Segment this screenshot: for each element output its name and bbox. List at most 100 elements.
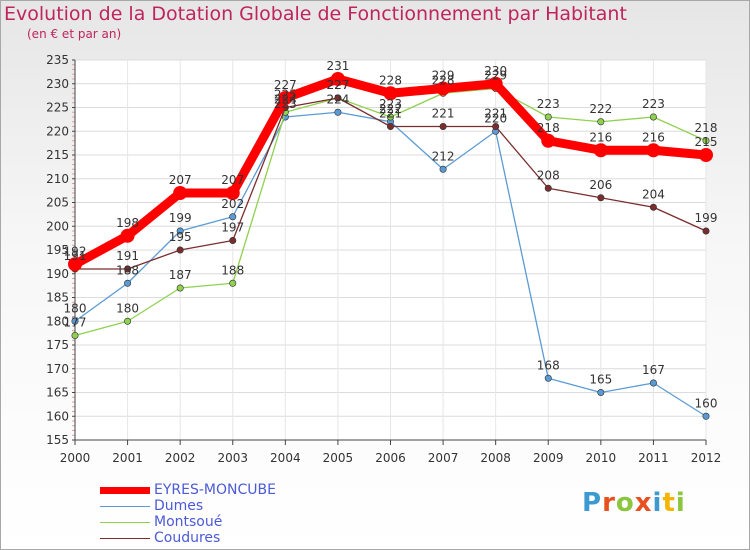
legend-label: Coudures bbox=[154, 530, 221, 546]
data-point bbox=[702, 137, 710, 145]
legend-swatch bbox=[100, 522, 150, 523]
legend-swatch bbox=[100, 487, 150, 494]
data-point bbox=[176, 284, 184, 292]
data-point bbox=[334, 94, 342, 102]
logo-letter: i bbox=[675, 488, 686, 518]
logo-letter: o bbox=[615, 488, 635, 518]
data-label: 225 bbox=[274, 88, 297, 102]
data-label: 177 bbox=[64, 316, 87, 330]
data-label: 199 bbox=[695, 211, 718, 225]
data-label: 168 bbox=[537, 358, 560, 372]
x-tick-label: 2005 bbox=[323, 451, 354, 465]
data-label: 224 bbox=[274, 92, 297, 106]
data-label: 180 bbox=[116, 301, 139, 315]
data-label: 192 bbox=[64, 244, 87, 258]
series-lines bbox=[68, 72, 713, 420]
data-point bbox=[124, 279, 132, 287]
data-point bbox=[229, 213, 237, 221]
data-label: 215 bbox=[695, 135, 718, 149]
data-label: 197 bbox=[221, 221, 244, 235]
logo-letter: t bbox=[662, 488, 676, 518]
y-tick-label: 220 bbox=[46, 124, 69, 138]
data-point bbox=[646, 143, 661, 158]
data-point bbox=[439, 123, 447, 131]
data-point bbox=[488, 76, 503, 91]
data-label: 188 bbox=[221, 263, 244, 277]
data-label: 188 bbox=[116, 263, 139, 277]
y-tick-label: 215 bbox=[46, 148, 69, 162]
data-point bbox=[593, 143, 608, 158]
data-point bbox=[330, 72, 345, 86]
data-label: 229 bbox=[432, 69, 455, 83]
data-label: 227 bbox=[274, 78, 297, 92]
y-tick-label: 160 bbox=[46, 409, 69, 423]
data-label: 208 bbox=[537, 168, 560, 182]
chart-title: Evolution de la Dotation Globale de Fonc… bbox=[4, 3, 627, 25]
data-label: 216 bbox=[589, 130, 612, 144]
data-label: 160 bbox=[695, 396, 718, 410]
data-point bbox=[597, 194, 605, 202]
data-point bbox=[492, 123, 500, 131]
data-label: 207 bbox=[221, 173, 244, 187]
x-tick-label: 2002 bbox=[165, 451, 196, 465]
logo-letter: x bbox=[634, 488, 653, 518]
data-point bbox=[229, 279, 237, 287]
data-label: 195 bbox=[169, 230, 192, 244]
y-tick-label: 205 bbox=[46, 196, 69, 210]
data-label: 202 bbox=[221, 197, 244, 211]
data-label: 222 bbox=[379, 102, 402, 116]
data-label: 207 bbox=[169, 173, 192, 187]
data-label: 223 bbox=[642, 97, 665, 111]
data-point bbox=[544, 374, 552, 382]
legend-label: Dumes bbox=[154, 498, 204, 514]
data-label: 187 bbox=[169, 268, 192, 282]
y-tick-label: 230 bbox=[46, 77, 69, 91]
axes: 1551601651701751801851901952002052102152… bbox=[46, 53, 721, 465]
chart-subtitle: (en € et par an) bbox=[27, 27, 122, 41]
data-point bbox=[597, 388, 605, 396]
data-label: 191 bbox=[116, 249, 139, 263]
x-tick-label: 2001 bbox=[112, 451, 143, 465]
data-label: 165 bbox=[589, 373, 612, 387]
x-tick-label: 2000 bbox=[60, 451, 91, 465]
data-label: 228 bbox=[379, 73, 402, 87]
data-label: 212 bbox=[432, 149, 455, 163]
legend-item-coudures: Coudures bbox=[100, 531, 300, 546]
data-label: 223 bbox=[274, 97, 297, 111]
data-point bbox=[544, 113, 552, 121]
data-label: 167 bbox=[642, 363, 665, 377]
data-label: 231 bbox=[326, 59, 349, 73]
data-point bbox=[702, 227, 710, 235]
legend-label: Montsoué bbox=[154, 514, 223, 530]
y-tick-label: 180 bbox=[46, 314, 69, 328]
data-point bbox=[334, 108, 342, 116]
data-label: 180 bbox=[64, 301, 87, 315]
data-label: 221 bbox=[379, 107, 402, 121]
y-tick-label: 195 bbox=[46, 243, 69, 257]
data-point bbox=[229, 237, 237, 245]
y-tick-label: 190 bbox=[46, 267, 69, 281]
data-point bbox=[176, 227, 184, 235]
data-label: 223 bbox=[537, 97, 560, 111]
logo-letter: i bbox=[652, 488, 663, 518]
data-label: 191 bbox=[64, 249, 87, 263]
data-label: 222 bbox=[589, 102, 612, 116]
x-tick-label: 2006 bbox=[375, 451, 406, 465]
data-label: 198 bbox=[116, 216, 139, 230]
data-point bbox=[699, 148, 713, 162]
y-tick-label: 165 bbox=[46, 386, 69, 400]
data-point bbox=[225, 186, 240, 200]
data-point bbox=[386, 123, 394, 131]
y-tick-label: 210 bbox=[46, 172, 69, 186]
x-tick-label: 2007 bbox=[428, 451, 459, 465]
legend-swatch bbox=[100, 506, 150, 507]
data-point bbox=[173, 186, 188, 200]
data-label: 218 bbox=[537, 121, 560, 135]
data-label: 227 bbox=[326, 78, 349, 92]
legend-item-eyres-moncube: EYRES-MONCUBE bbox=[100, 483, 300, 498]
x-tick-label: 2004 bbox=[270, 451, 301, 465]
x-tick-label: 2009 bbox=[533, 451, 564, 465]
data-label: 227 bbox=[326, 78, 349, 92]
data-label: 216 bbox=[642, 130, 665, 144]
data-point bbox=[68, 257, 82, 272]
